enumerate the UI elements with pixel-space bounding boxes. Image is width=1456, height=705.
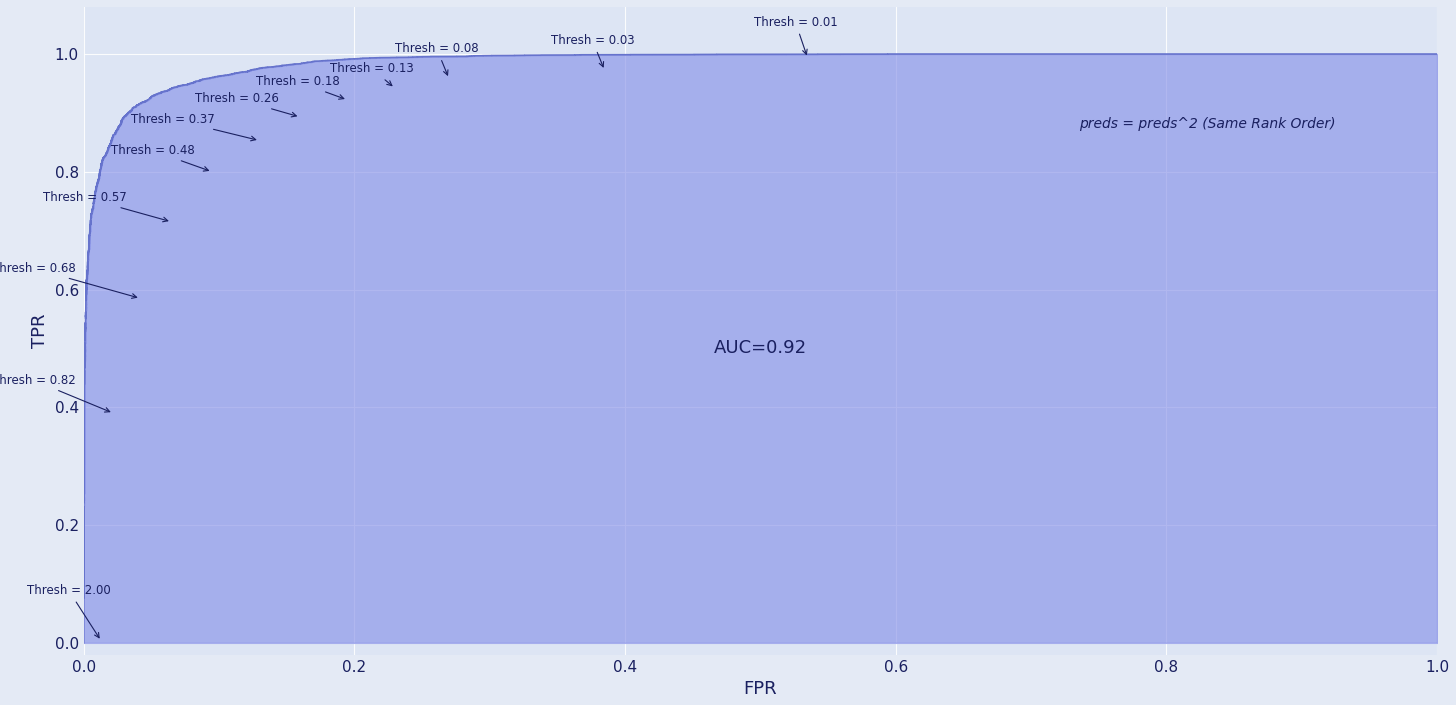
Text: Thresh = 2.00: Thresh = 2.00 [26, 584, 111, 638]
Text: Thresh = 0.08: Thresh = 0.08 [395, 42, 479, 75]
Text: AUC=0.92: AUC=0.92 [713, 339, 807, 357]
Text: Thresh = 0.01: Thresh = 0.01 [754, 16, 837, 54]
X-axis label: FPR: FPR [744, 680, 778, 698]
Text: Thresh = 0.57: Thresh = 0.57 [44, 191, 167, 222]
Text: Thresh = 0.18: Thresh = 0.18 [256, 75, 344, 99]
Text: Thresh = 0.13: Thresh = 0.13 [331, 62, 414, 85]
Text: Thresh = 0.48: Thresh = 0.48 [111, 144, 208, 171]
Text: Thresh = 0.82: Thresh = 0.82 [0, 374, 109, 412]
Text: Thresh = 0.03: Thresh = 0.03 [550, 34, 635, 67]
Y-axis label: TPR: TPR [31, 314, 50, 348]
Text: Thresh = 0.37: Thresh = 0.37 [131, 113, 256, 141]
Text: Thresh = 0.68: Thresh = 0.68 [0, 262, 137, 298]
Text: Thresh = 0.26: Thresh = 0.26 [195, 92, 297, 117]
Text: preds = preds^2 (Same Rank Order): preds = preds^2 (Same Rank Order) [1079, 116, 1335, 130]
